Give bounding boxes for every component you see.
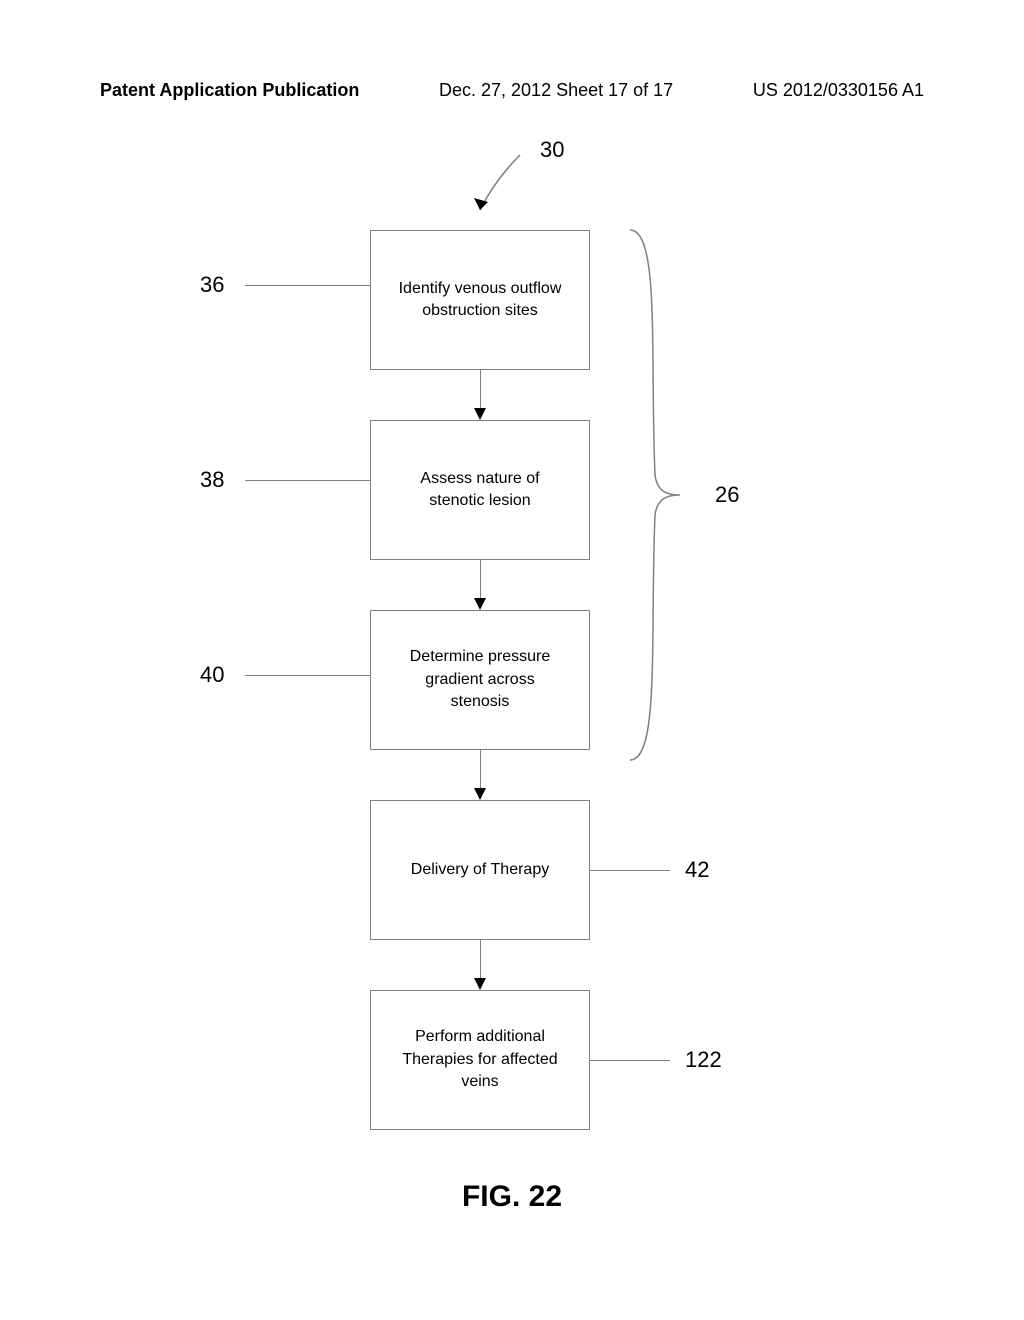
arrowhead-1-2 <box>474 408 486 420</box>
ref-line-42 <box>590 870 670 871</box>
arrow-2-3 <box>480 560 481 598</box>
arrow-1-2 <box>480 370 481 408</box>
arrowhead-4-5 <box>474 978 486 990</box>
ref-label-40: 40 <box>200 662 224 688</box>
flowbox-determine-label: Determine pressuregradient acrossstenosi… <box>410 646 551 713</box>
arrowhead-3-4 <box>474 788 486 800</box>
header-pub-number: US 2012/0330156 A1 <box>753 80 924 101</box>
ref-label-36: 36 <box>200 272 224 298</box>
ref-line-40 <box>245 675 370 676</box>
figure-label: FIG. 22 <box>0 1180 1024 1214</box>
ref-label-26: 26 <box>715 482 739 508</box>
ref-line-122 <box>590 1060 670 1061</box>
ref-line-38 <box>245 480 370 481</box>
flowchart-diagram: 30 Identify venous outflowobstruction si… <box>0 130 1024 1230</box>
flowbox-additional: Perform additionalTherapies for affected… <box>370 990 590 1130</box>
flowbox-delivery-label: Delivery of Therapy <box>411 859 549 881</box>
flowbox-identify-label: Identify venous outflowobstruction sites <box>399 278 562 323</box>
flowbox-determine: Determine pressuregradient acrossstenosi… <box>370 610 590 750</box>
flowbox-delivery: Delivery of Therapy <box>370 800 590 940</box>
ref-line-36 <box>245 285 370 286</box>
flowbox-assess: Assess nature ofstenotic lesion <box>370 420 590 560</box>
header-date-sheet: Dec. 27, 2012 Sheet 17 of 17 <box>439 80 673 101</box>
ref-label-38: 38 <box>200 467 224 493</box>
ref-label-entry: 30 <box>540 137 564 163</box>
flowbox-assess-label: Assess nature ofstenotic lesion <box>420 468 539 513</box>
arrow-4-5 <box>480 940 481 978</box>
arrow-3-4 <box>480 750 481 788</box>
header-publication: Patent Application Publication <box>100 80 359 101</box>
brace-group-26 <box>625 225 695 765</box>
arrowhead-2-3 <box>474 598 486 610</box>
flowbox-identify: Identify venous outflowobstruction sites <box>370 230 590 370</box>
ref-label-122: 122 <box>685 1047 722 1073</box>
ref-label-42: 42 <box>685 857 709 883</box>
flowbox-additional-label: Perform additionalTherapies for affected… <box>402 1026 557 1093</box>
